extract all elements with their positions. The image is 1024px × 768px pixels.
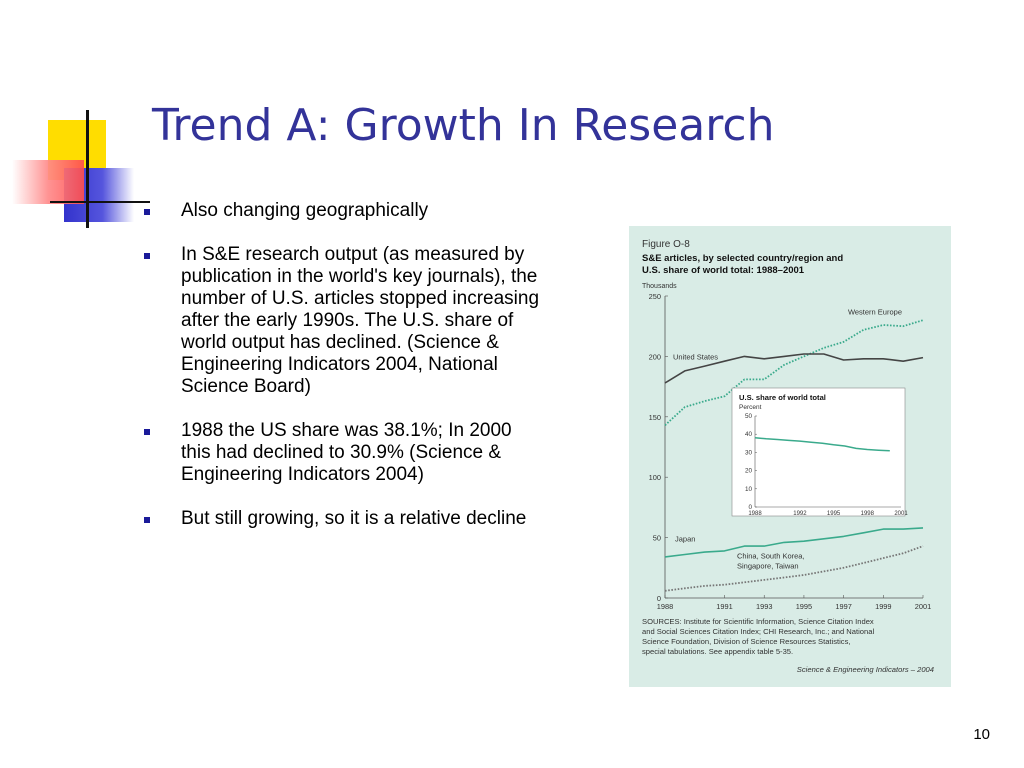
label-asia-line2: Singapore, Taiwan <box>737 562 799 571</box>
inset-x-tick-label: 1988 <box>748 511 762 517</box>
main-y-axis-unit: Thousands <box>642 283 677 290</box>
deco-horizontal-line <box>50 201 150 203</box>
figure-heading-line2: U.S. share of world total: 1988–2001 <box>642 265 805 276</box>
main-y-tick-label: 0 <box>657 594 661 603</box>
square-bullet-icon <box>144 517 150 523</box>
square-bullet-icon <box>144 429 150 435</box>
square-bullet-icon <box>144 209 150 215</box>
inset-y-unit: Percent <box>739 404 762 411</box>
sources-line3: Science Foundation, Division of Science … <box>642 637 851 646</box>
main-x-tick-label: 1999 <box>875 602 891 611</box>
series-line-japan <box>664 527 924 558</box>
series-line-united-states <box>664 353 924 384</box>
main-y-tick-label: 250 <box>649 292 661 301</box>
square-bullet-icon <box>144 253 150 259</box>
bullet-item: In S&E research output (as measured by p… <box>144 244 544 398</box>
bullet-list: Also changing geographically In S&E rese… <box>144 200 544 552</box>
series-line-china-south-korea-singapore-taiwan <box>664 545 924 592</box>
figure-label: Figure O-8 <box>642 239 690 250</box>
bullet-item: But still growing, so it is a relative d… <box>144 508 544 530</box>
inset-background <box>731 387 906 517</box>
main-x-tick-label: 1988 <box>657 602 673 611</box>
sources-line1: SOURCES: Institute for Scientific Inform… <box>642 617 874 626</box>
main-y-tick-label: 200 <box>649 352 661 361</box>
inset-x-tick-label: 1992 <box>793 511 807 517</box>
slide-title: Trend A: Growth In Research <box>152 100 775 151</box>
inset-y-tick-label: 10 <box>745 486 753 493</box>
main-y-tick-label: 150 <box>649 413 661 422</box>
main-y-tick-label: 50 <box>653 534 661 543</box>
bullet-item: Also changing geographically <box>144 200 544 222</box>
figure-heading-line1: S&E articles, by selected country/region… <box>642 253 843 264</box>
inset-share-chart: U.S. share of world total Percent 0 10 20 30 4… <box>731 387 908 517</box>
figure-credit: Science & Engineering Indicators – 2004 <box>797 665 934 674</box>
figure-panel: Figure O-8 S&E articles, by selected cou… <box>629 226 951 687</box>
inset-title: U.S. share of world total <box>739 393 826 402</box>
main-x-tick-label: 1991 <box>716 602 732 611</box>
figure-svg: Figure O-8 S&E articles, by selected cou… <box>642 239 934 674</box>
inset-series-line-us-share <box>754 436 890 452</box>
label-western-europe: Western Europe <box>848 308 902 317</box>
corner-decoration <box>0 100 150 230</box>
bullet-item: 1988 the US share was 38.1%; In 2000 thi… <box>144 420 544 486</box>
main-x-tick-label: 2001 <box>915 602 931 611</box>
inset-y-tick-label: 20 <box>745 468 753 475</box>
bullet-text: In S&E research output (as measured by p… <box>181 244 540 397</box>
main-x-tick-label: 1997 <box>835 602 851 611</box>
deco-vertical-line <box>86 110 89 228</box>
bullet-text: Also changing geographically <box>181 200 429 221</box>
bullet-text: But still growing, so it is a relative d… <box>181 508 527 529</box>
label-united-states: United States <box>673 352 718 361</box>
bullet-text: 1988 the US share was 38.1%; In 2000 thi… <box>181 420 512 485</box>
sources-line2: and Social Sciences Citation Index; CHI … <box>642 627 874 636</box>
main-y-tick-label: 100 <box>649 473 661 482</box>
inset-y-tick-label: 0 <box>748 504 752 511</box>
inset-y-tick-label: 40 <box>745 431 753 438</box>
inset-x-tick-label: 2001 <box>894 511 908 517</box>
inset-x-tick-label: 1995 <box>827 511 841 517</box>
label-asia-line1: China, South Korea, <box>737 552 805 561</box>
main-x-tick-label: 1993 <box>756 602 772 611</box>
label-japan: Japan <box>675 535 695 544</box>
deco-red-square <box>12 160 84 204</box>
inset-x-tick-label: 1998 <box>861 511 875 517</box>
slide-number: 10 <box>973 726 990 743</box>
inset-y-tick-label: 30 <box>745 449 753 456</box>
inset-y-tick-label: 50 <box>745 413 753 420</box>
main-x-tick-label: 1995 <box>796 602 812 611</box>
sources-line4: special tabulations. See appendix table … <box>642 647 793 656</box>
